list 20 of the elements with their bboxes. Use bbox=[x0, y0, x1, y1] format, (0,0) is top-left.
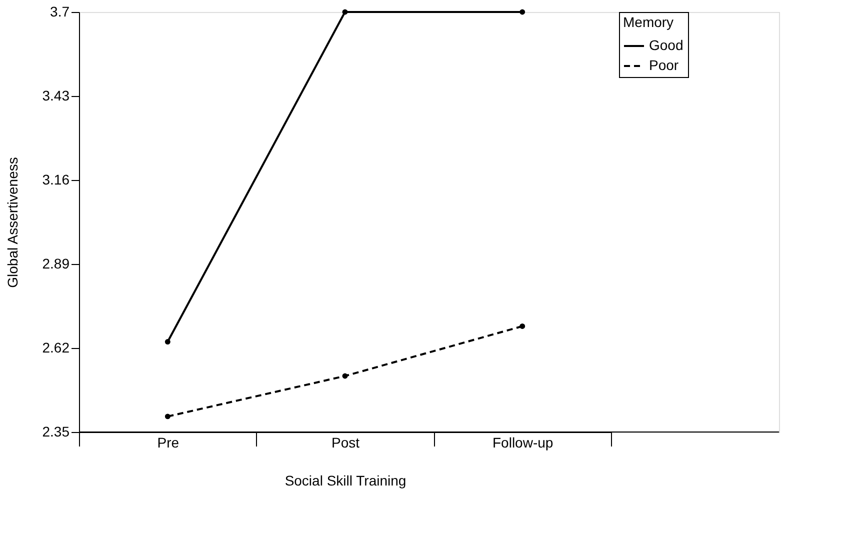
x-tick-label: Pre bbox=[157, 434, 180, 450]
point bbox=[164, 414, 170, 420]
point bbox=[342, 373, 348, 379]
point bbox=[520, 9, 526, 15]
legend-label: Poor bbox=[649, 57, 679, 73]
y-tick-label: 3.16 bbox=[42, 172, 70, 188]
point bbox=[164, 339, 170, 345]
y-tick-label: 2.35 bbox=[42, 424, 70, 440]
y-axis-title: Global Assertiveness bbox=[4, 157, 20, 288]
legend-label: Good bbox=[649, 37, 684, 53]
legend-title: Memory bbox=[623, 14, 674, 30]
x-tick-label: Follow-up bbox=[492, 434, 554, 450]
point bbox=[342, 9, 348, 15]
x-axis-title: Social Skill Training bbox=[284, 472, 406, 488]
y-tick-label: 2.62 bbox=[42, 340, 70, 356]
y-tick-label: 3.43 bbox=[42, 88, 70, 104]
y-tick-label: 3.7 bbox=[50, 4, 70, 20]
point bbox=[520, 323, 526, 329]
y-tick-label: 2.89 bbox=[42, 256, 70, 272]
x-tick-label: Post bbox=[331, 434, 360, 450]
